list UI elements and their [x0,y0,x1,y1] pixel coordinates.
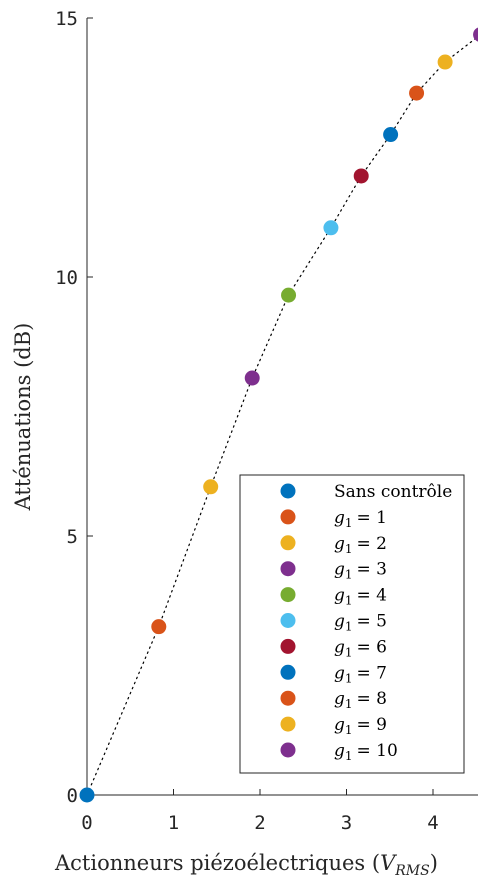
legend-entry-7: g1 = 7 [334,663,387,685]
legend-entry-1: g1 = 1 [334,508,387,530]
data-point-8 [409,85,425,101]
y-axis-label: Atténuations (dB) [11,323,35,512]
legend-subscript: 1 [345,620,353,634]
legend-marker-3 [280,561,296,577]
legend-entry-6: g1 = 6 [334,637,387,659]
legend-var: g [334,663,345,683]
legend-value: = 9 [357,715,387,735]
legend-box [239,474,465,774]
legend-value: = 1 [357,508,387,528]
legend-subscript: 1 [345,594,353,608]
legend-marker-4 [280,587,296,603]
legend-value: = 7 [357,663,387,683]
legend-subscript: 1 [345,568,353,582]
legend-var: g [334,741,345,761]
axis-labels-layer: Atténuations (dB) Actionneurs piézoélectr… [11,323,438,879]
y-tick-label: 15 [55,8,78,30]
data-points-layer [79,27,478,803]
legend-entry-5: g1 = 5 [334,612,387,634]
legend-subscript: 1 [345,542,353,556]
legend-value: = 2 [357,534,387,554]
legend-var: g [334,560,345,580]
legend-marker-2 [280,535,296,551]
legend-subscript: 1 [345,671,353,685]
data-point-0 [79,787,95,803]
data-point-10 [473,27,478,42]
data-point-6 [353,168,369,184]
data-point-4 [281,287,297,303]
legend-entry-10: g1 = 10 [334,741,398,763]
legend-marker-8 [280,690,296,706]
legend-entry-4: g1 = 4 [334,586,387,608]
x-tick-label: 3 [341,812,352,834]
legend-value: = 10 [357,741,398,761]
legend-subscript: 1 [345,516,353,530]
x-axis-label-text: Actionneurs piézoélectriques ( [54,851,380,875]
data-point-5 [323,220,339,236]
x-tick-label: 0 [81,812,92,834]
legend-marker-7 [280,664,296,680]
y-tick-label: 5 [67,526,78,548]
x-tick-label: 4 [427,812,438,834]
legend-subscript: 1 [345,645,353,659]
data-point-2 [203,479,219,495]
trend-line [86,35,478,796]
x-axis-label: Actionneurs piézoélectriques (VRMS) [54,851,438,879]
legend-marker-0 [280,483,296,499]
y-tick-label: 10 [55,267,78,289]
legend-subscript: 1 [345,723,353,737]
data-point-9 [437,54,453,70]
y-tick-label: 0 [67,785,78,807]
x-axis-label-unit: V [380,851,397,875]
x-tick-label: 1 [168,812,179,834]
legend-var: g [334,612,345,632]
data-point-7 [383,127,399,143]
legend-marker-5 [280,613,296,628]
legend-subscript: 1 [345,749,353,763]
legend-var: g [334,715,345,735]
legend-marker-1 [280,509,296,525]
legend-var: g [334,508,345,528]
legend-entry-9: g1 = 9 [334,715,387,737]
legend-entry-0: Sans contrôle [334,482,452,502]
legend-value: = 3 [357,560,387,580]
trend-line-layer [86,35,478,796]
legend-var: g [334,534,345,554]
data-point-1 [151,619,167,635]
legend-value: = 8 [357,689,387,709]
legend-entry-8: g1 = 8 [334,689,387,711]
legend-subscript: 1 [345,697,353,711]
legend-var: g [334,689,345,709]
legend-var: g [334,586,345,606]
legend-marker-10 [280,742,296,758]
legend-marker-9 [280,716,296,732]
legend-value: = 5 [357,612,387,632]
x-tick-label: 2 [254,812,265,834]
data-point-3 [244,370,260,386]
axes-layer: 0 1 2 3 4 0 5 10 15 [55,8,478,834]
x-axis-label-unit-sub: RMS [394,863,429,879]
legend-entry-2: g1 = 2 [334,534,387,556]
x-axis-label-close: ) [430,851,438,875]
legend-value: = 6 [357,637,387,657]
legend-entry-3: g1 = 3 [334,560,387,582]
legend-marker-6 [280,638,296,654]
legend-var: g [334,637,345,657]
legend-value: = 4 [357,586,387,606]
